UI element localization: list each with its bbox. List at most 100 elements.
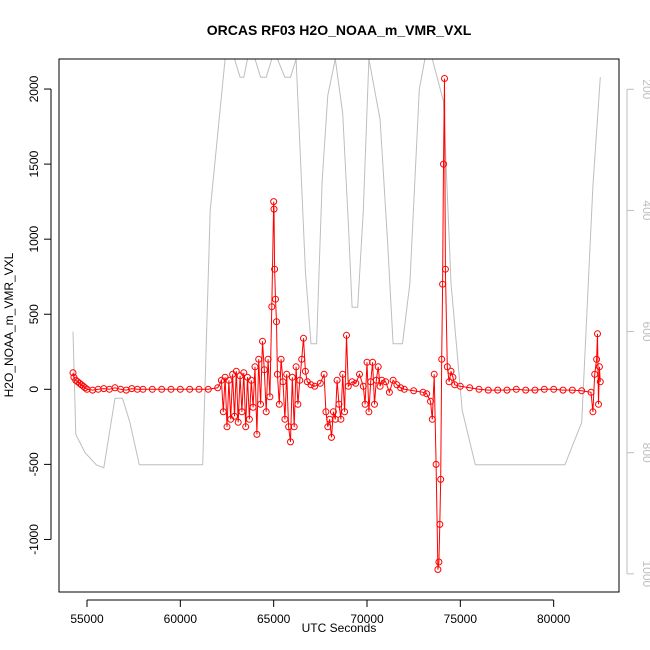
data-point	[242, 423, 250, 431]
data-point	[540, 385, 548, 393]
data-point	[300, 334, 307, 342]
data-point	[437, 475, 445, 483]
data-point	[271, 265, 279, 273]
data-point	[359, 382, 367, 390]
data-point	[307, 381, 315, 389]
data-point	[158, 385, 166, 393]
x-axis: 55000 60000 65000 70000 75000 80000	[70, 599, 571, 626]
data-point	[270, 205, 278, 213]
primary-series-line	[72, 78, 601, 570]
primary-series	[69, 75, 604, 573]
data-point	[266, 393, 274, 401]
data-point	[356, 370, 363, 378]
data-point	[589, 408, 597, 416]
data-point	[176, 385, 184, 393]
data-point	[186, 385, 194, 393]
data-point	[287, 438, 294, 446]
data-point	[238, 408, 246, 416]
data-point	[595, 363, 603, 371]
data-point	[219, 408, 227, 416]
data-point	[484, 386, 492, 394]
x-axis-label: UTC Seconds	[302, 621, 377, 635]
data-point	[410, 387, 418, 395]
data-point	[320, 370, 328, 378]
data-point	[232, 367, 240, 375]
data-point	[550, 385, 558, 393]
data-point	[277, 355, 285, 363]
data-point	[259, 337, 266, 345]
data-point	[339, 370, 347, 378]
data-point	[255, 355, 263, 363]
data-point	[251, 363, 259, 371]
data-point	[427, 397, 434, 405]
data-point	[272, 295, 279, 303]
data-point	[341, 408, 349, 416]
data-point	[385, 388, 393, 396]
data-point	[335, 400, 343, 408]
data-point	[456, 382, 464, 390]
data-point	[240, 369, 248, 377]
data-point	[81, 384, 89, 392]
right-tick-label: 600	[640, 322, 650, 342]
data-point	[322, 408, 330, 416]
data-point	[568, 386, 576, 394]
data-point	[378, 376, 386, 384]
data-point	[167, 385, 175, 393]
data-point	[348, 378, 356, 386]
data-point	[423, 390, 431, 398]
data-point	[214, 384, 222, 392]
data-point	[475, 385, 483, 393]
data-point	[578, 387, 586, 395]
y-tick-label: 2000	[27, 75, 41, 102]
data-point	[443, 363, 451, 371]
x-tick-label: 60000	[164, 612, 198, 626]
data-point	[234, 418, 242, 426]
data-point	[329, 408, 337, 416]
data-point	[292, 363, 300, 371]
data-point	[439, 280, 447, 288]
data-point	[148, 385, 156, 393]
data-point	[435, 558, 443, 566]
data-point	[503, 386, 511, 394]
right-axis: 200 400 600 800 1000	[626, 79, 650, 587]
data-point	[294, 400, 302, 408]
data-point	[428, 415, 436, 423]
data-point	[69, 369, 77, 377]
data-point	[397, 384, 405, 392]
data-point	[257, 400, 265, 408]
data-point	[264, 355, 272, 363]
data-point	[594, 330, 601, 338]
data-point	[438, 355, 446, 363]
data-point	[324, 423, 332, 431]
data-point	[275, 400, 283, 408]
data-point	[441, 265, 449, 273]
data-point	[596, 378, 604, 386]
y-tick-label: 1000	[27, 225, 41, 252]
data-point	[337, 415, 345, 423]
right-tick-label: 1000	[640, 560, 650, 587]
data-point	[290, 423, 298, 431]
data-point	[247, 376, 255, 384]
x-tick-label: 70000	[350, 612, 384, 626]
x-tick-label: 55000	[70, 612, 104, 626]
data-point	[195, 385, 203, 393]
data-point	[522, 386, 530, 394]
data-point	[400, 385, 408, 393]
data-point	[333, 376, 341, 384]
data-point	[593, 355, 601, 363]
data-point	[389, 376, 397, 384]
data-point	[447, 367, 455, 375]
data-point	[328, 433, 335, 441]
data-point	[268, 303, 276, 311]
y-tick-label: -1000	[27, 524, 41, 555]
data-point	[273, 370, 281, 378]
data-point	[361, 400, 369, 408]
data-point	[531, 386, 539, 394]
data-point	[466, 384, 474, 392]
data-point	[249, 403, 257, 411]
right-tick-label: 400	[640, 200, 650, 220]
right-tick-label: 800	[640, 443, 650, 463]
data-point	[430, 370, 438, 378]
data-point	[344, 382, 352, 390]
data-point	[279, 378, 287, 386]
